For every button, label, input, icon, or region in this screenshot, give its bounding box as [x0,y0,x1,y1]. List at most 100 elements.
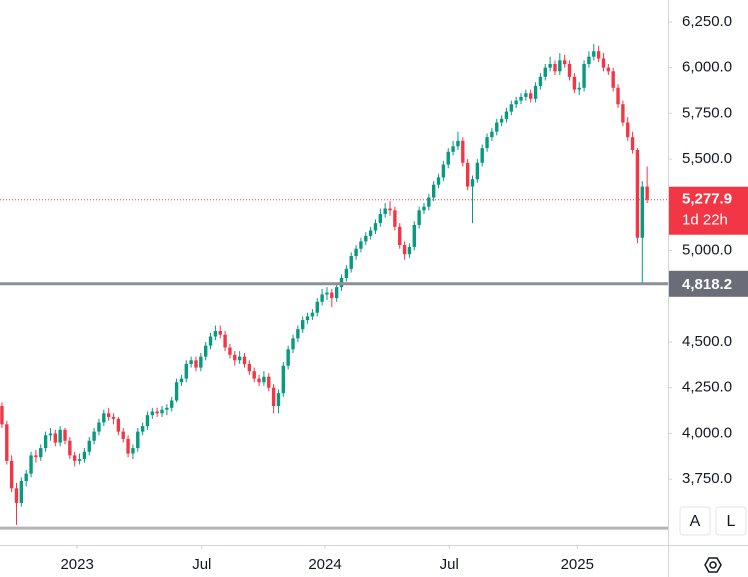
button[interactable] [679,506,711,536]
candle-body [359,241,363,249]
candle-body [626,122,630,138]
candle-body [252,371,256,379]
candle-body [43,435,48,449]
candle-body [630,137,635,150]
candle-body [203,345,208,357]
candle-body [388,208,392,211]
candle-body [121,431,125,439]
level-label: 4,818.2 [682,276,732,293]
candle-body [393,210,397,227]
candle-body [368,230,373,236]
candle-body [431,184,436,198]
candle-body [480,148,484,163]
candle-body [475,162,480,180]
candle-body [499,118,504,123]
candle-body [5,424,9,461]
candle-body [456,140,460,147]
y-tick-label: 6,250.0 [682,13,732,30]
candle-body [509,104,514,112]
candle-body [378,213,383,224]
y-tick-label: 3,750.0 [682,470,732,487]
y-tick-label: 4,250.0 [682,379,732,396]
candle-body [446,151,450,165]
candle-body [417,210,421,225]
settings-dot[interactable] [709,561,717,569]
button[interactable] [715,506,747,536]
candle-body [0,406,4,425]
candle-body [34,455,38,458]
price-box [669,186,748,235]
y-tick-label: 5,750.0 [682,104,732,121]
candle-body [461,140,465,163]
candle-body [495,122,499,132]
candle-body [441,164,446,178]
candle-body [344,268,349,278]
candle-body [87,440,91,452]
candle-body [354,248,358,257]
candle-body [485,137,489,149]
candle-body [436,177,441,185]
candle-body [504,111,509,119]
candle-body [24,473,28,481]
candle-body [325,292,329,295]
candle-body [398,226,402,246]
candle-body [271,387,276,407]
candle-body [315,301,319,313]
candle-body [616,87,620,105]
candle-body [155,411,159,414]
candle-body [267,376,271,388]
candle-body [553,64,557,72]
candle-body [111,416,116,419]
x-tick-label: 2025 [561,556,594,573]
candle-body [548,64,552,68]
candle-body [407,246,412,255]
y-tick-label: 5,500.0 [682,150,732,167]
candle-body [640,186,644,238]
candle-body [92,431,96,441]
candle-body [582,64,586,88]
button-label[interactable]: L [727,513,736,530]
candle-body [291,338,295,350]
candle-body [349,256,353,269]
y-tick-label: 4,500.0 [682,333,732,350]
settings-hexagon[interactable] [704,557,722,573]
candle-body [160,409,164,414]
candle-body [281,365,286,394]
settings-icon[interactable] [704,557,722,573]
candle-body [524,93,528,97]
candle-body [257,378,261,383]
candle-body [606,67,611,72]
candle-body [310,312,315,317]
candle-body [635,149,640,238]
candle-body [9,460,14,489]
candle-body [199,356,203,368]
candle-body [451,146,455,152]
candle-body [621,104,625,123]
candle-body [19,480,24,503]
candle-body [592,51,596,57]
candle-body [383,208,387,214]
candle-body [538,76,543,86]
candle-body [305,316,310,321]
candle-body [29,455,33,474]
candle-body [562,60,567,65]
button-label[interactable]: A [690,513,701,530]
candle-body [373,223,378,231]
candle-body [514,100,518,105]
candle-body [490,131,494,138]
candle-body [247,363,252,372]
candle-body [412,224,416,247]
x-tick-label: 2024 [308,556,341,573]
candle-body [237,356,242,361]
candle-body [165,407,169,410]
candle-body [596,51,601,59]
candle-body [233,354,237,361]
candle-body [77,459,82,461]
candle-body [465,162,470,187]
candle-body [150,411,155,416]
x-tick-label: Jul [192,556,211,573]
candle-body [106,413,111,417]
candle-body [587,56,591,65]
candle-body [184,363,188,379]
